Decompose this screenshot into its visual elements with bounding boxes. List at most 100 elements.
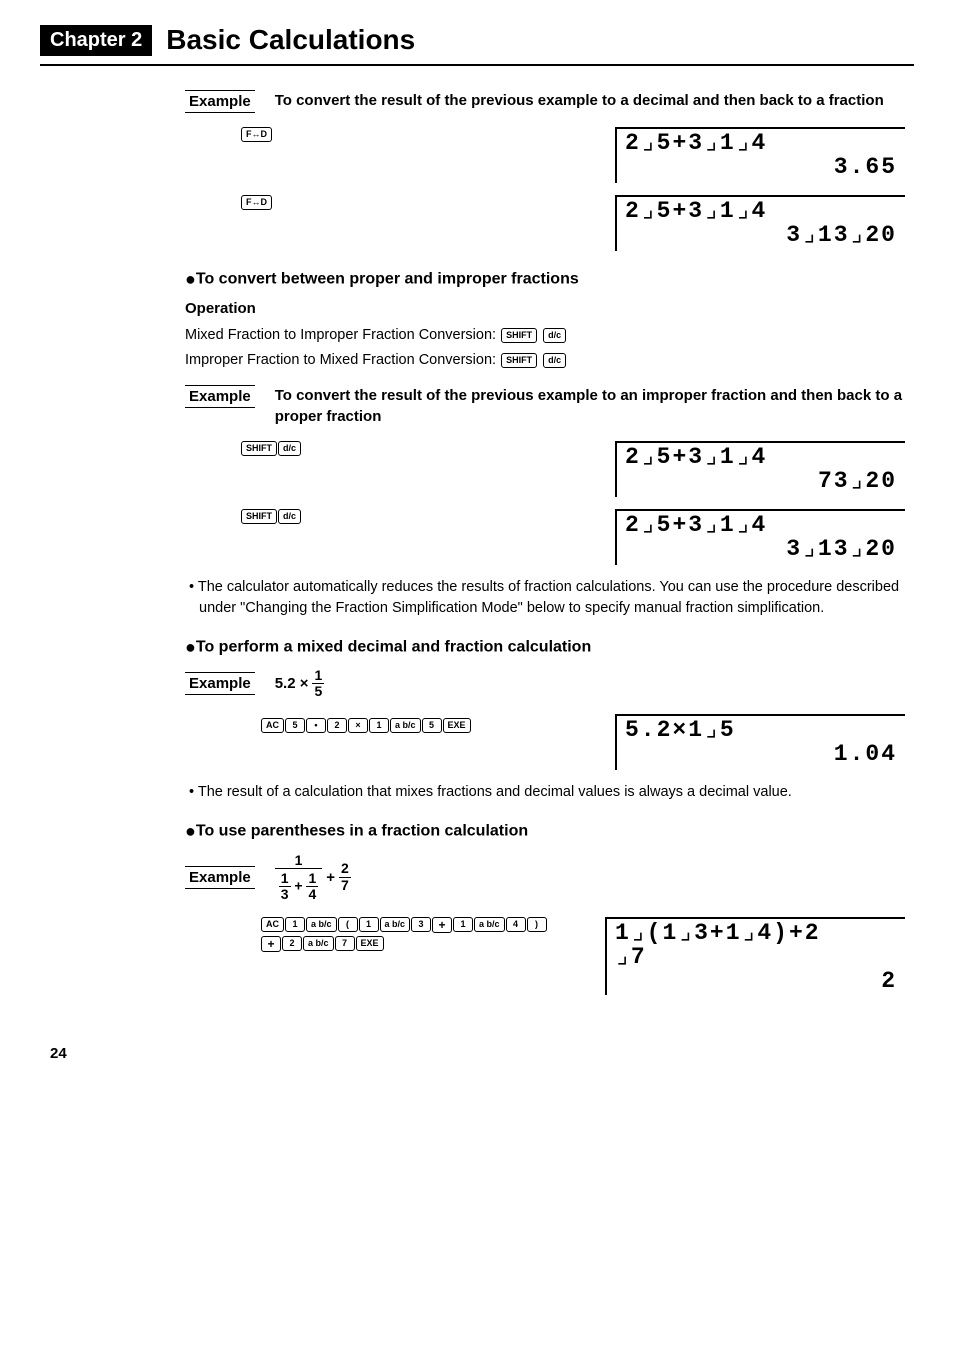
step-row: SHIFT d/c 2⌟5+3⌟1⌟4 3⌟13⌟20 bbox=[185, 509, 905, 565]
key-ac[interactable]: AC bbox=[261, 718, 284, 733]
lcd-display: 2⌟5+3⌟1⌟4 3⌟13⌟20 bbox=[615, 195, 905, 251]
example-label: Example bbox=[185, 866, 255, 889]
key-3[interactable]: 3 bbox=[411, 917, 431, 932]
section-heading: ●To use parentheses in a fraction calcul… bbox=[185, 821, 905, 842]
example-block-3: Example 5.2 × 1 5 bbox=[185, 668, 905, 700]
key-abc[interactable]: a b/c bbox=[380, 917, 411, 932]
step-row: AC 5 • 2 × 1 a b/c 5 EXE 5.2×1⌟5 1.04 bbox=[185, 714, 905, 770]
section-heading: ●To perform a mixed decimal and fraction… bbox=[185, 637, 905, 658]
formula-left: 5.2 × bbox=[275, 675, 309, 692]
body-line: Mixed Fraction to Improper Fraction Conv… bbox=[185, 325, 905, 346]
note-text: • The result of a calculation that mixes… bbox=[185, 782, 905, 803]
key-ac[interactable]: AC bbox=[261, 917, 284, 932]
lcd-display: 5.2×1⌟5 1.04 bbox=[615, 714, 905, 770]
key-2[interactable]: 2 bbox=[327, 718, 347, 733]
frac-num: 1 bbox=[306, 871, 318, 887]
key-fd[interactable]: F↔D bbox=[241, 127, 272, 142]
key-7[interactable]: 7 bbox=[335, 936, 355, 951]
operation-label: Operation bbox=[185, 300, 905, 317]
frac-den: 3 bbox=[279, 887, 291, 902]
lcd-line-2: 3.65 bbox=[625, 155, 897, 179]
example-block-2: Example To convert the result of the pre… bbox=[185, 385, 905, 427]
key-5[interactable]: 5 bbox=[422, 718, 442, 733]
chapter-badge: Chapter 2 bbox=[40, 25, 152, 56]
lcd-line-2: 3⌟13⌟20 bbox=[625, 223, 897, 247]
body-line: Improper Fraction to Mixed Fraction Conv… bbox=[185, 350, 905, 371]
frac-den: 7 bbox=[339, 878, 351, 893]
key-dc[interactable]: d/c bbox=[278, 509, 301, 524]
frac-den: 4 bbox=[306, 887, 318, 902]
step-row: F↔D 2⌟5+3⌟1⌟4 3.65 bbox=[185, 127, 905, 183]
key-dc[interactable]: d/c bbox=[543, 353, 566, 368]
key-4[interactable]: 4 bbox=[506, 917, 526, 932]
key-1[interactable]: 1 bbox=[453, 917, 473, 932]
key-exe[interactable]: EXE bbox=[356, 936, 384, 951]
key-shift[interactable]: SHIFT bbox=[501, 353, 537, 368]
example-text: To convert the result of the previous ex… bbox=[275, 385, 905, 427]
key-sequence: + 2 a b/c 7 EXE bbox=[261, 936, 547, 952]
note-text: • The calculator automatically reduces t… bbox=[185, 577, 905, 619]
body-pre: Mixed Fraction to Improper Fraction Conv… bbox=[185, 327, 500, 343]
key-2[interactable]: 2 bbox=[282, 936, 302, 951]
lcd-line-1: 5.2×1⌟5 bbox=[625, 718, 897, 742]
formula: 1 1 3 + 1 4 + 2 bbox=[275, 852, 351, 903]
key-shift[interactable]: SHIFT bbox=[241, 509, 277, 524]
key-1[interactable]: 1 bbox=[369, 718, 389, 733]
key-5[interactable]: 5 bbox=[285, 718, 305, 733]
key-abc[interactable]: a b/c bbox=[474, 917, 505, 932]
section-heading: ●To convert between proper and improper … bbox=[185, 269, 905, 290]
key-abc[interactable]: a b/c bbox=[303, 936, 334, 951]
body-pre: Improper Fraction to Mixed Fraction Conv… bbox=[185, 352, 500, 368]
lcd-line-1: 1⌟(1⌟3+1⌟4)+2 bbox=[615, 921, 897, 945]
lcd-line-2: 73⌟20 bbox=[625, 469, 897, 493]
fraction: 2 7 bbox=[339, 861, 351, 893]
key-dc[interactable]: d/c bbox=[278, 441, 301, 456]
key-abc[interactable]: a b/c bbox=[390, 718, 421, 733]
frac-num: 1 bbox=[312, 668, 324, 684]
lcd-line-2a: ⌟7 bbox=[615, 945, 647, 993]
key-plus[interactable]: + bbox=[432, 917, 452, 933]
header-rule bbox=[40, 64, 914, 66]
example-label: Example bbox=[185, 672, 255, 695]
key-dot[interactable]: • bbox=[306, 718, 326, 733]
key-mult[interactable]: × bbox=[348, 718, 368, 733]
key-shift[interactable]: SHIFT bbox=[241, 441, 277, 456]
formula: 5.2 × 1 5 bbox=[275, 668, 325, 700]
frac-num: 1 bbox=[279, 871, 291, 887]
key-1[interactable]: 1 bbox=[285, 917, 305, 932]
heading-text: To perform a mixed decimal and fraction … bbox=[196, 639, 591, 656]
step-row: F↔D 2⌟5+3⌟1⌟4 3⌟13⌟20 bbox=[185, 195, 905, 251]
plus: + bbox=[294, 877, 302, 893]
key-abc[interactable]: a b/c bbox=[306, 917, 337, 932]
key-1[interactable]: 1 bbox=[359, 917, 379, 932]
key-plus[interactable]: + bbox=[261, 936, 281, 952]
lcd-line-1: 2⌟5+3⌟1⌟4 bbox=[625, 513, 897, 537]
key-dc[interactable]: d/c bbox=[543, 328, 566, 343]
example-block-1: Example To convert the result of the pre… bbox=[185, 90, 905, 113]
cfrac-den: 1 3 + 1 4 bbox=[275, 869, 323, 903]
key-exe[interactable]: EXE bbox=[443, 718, 471, 733]
key-shift[interactable]: SHIFT bbox=[501, 328, 537, 343]
key-fd[interactable]: F↔D bbox=[241, 195, 272, 210]
lcd-line-1: 2⌟5+3⌟1⌟4 bbox=[625, 445, 897, 469]
chapter-header: Chapter 2 Basic Calculations bbox=[40, 24, 914, 56]
step-row: AC 1 a b/c ( 1 a b/c 3 + 1 a b/c 4 ) + 2… bbox=[185, 917, 905, 995]
complex-fraction: 1 1 3 + 1 4 bbox=[275, 852, 323, 903]
frac-den: 5 bbox=[312, 684, 324, 699]
fraction: 1 5 bbox=[312, 668, 324, 700]
fraction: 1 4 bbox=[306, 871, 318, 903]
lcd-line-1: 2⌟5+3⌟1⌟4 bbox=[625, 131, 897, 155]
lcd-display: 2⌟5+3⌟1⌟4 3.65 bbox=[615, 127, 905, 183]
lcd-line-2: 3⌟13⌟20 bbox=[625, 537, 897, 561]
step-row: SHIFT d/c 2⌟5+3⌟1⌟4 73⌟20 bbox=[185, 441, 905, 497]
key-lparen[interactable]: ( bbox=[338, 917, 358, 932]
example-label: Example bbox=[185, 385, 255, 408]
lcd-display: 2⌟5+3⌟1⌟4 3⌟13⌟20 bbox=[615, 509, 905, 565]
heading-text: To convert between proper and improper f… bbox=[196, 271, 579, 288]
lcd-display: 1⌟(1⌟3+1⌟4)+2 ⌟7 2 bbox=[605, 917, 905, 995]
example-text: To convert the result of the previous ex… bbox=[275, 90, 884, 113]
key-rparen[interactable]: ) bbox=[527, 917, 547, 932]
lcd-line-2b: 2 bbox=[881, 969, 897, 993]
example-block-4: Example 1 1 3 + 1 4 bbox=[185, 852, 905, 903]
example-label: Example bbox=[185, 90, 255, 113]
